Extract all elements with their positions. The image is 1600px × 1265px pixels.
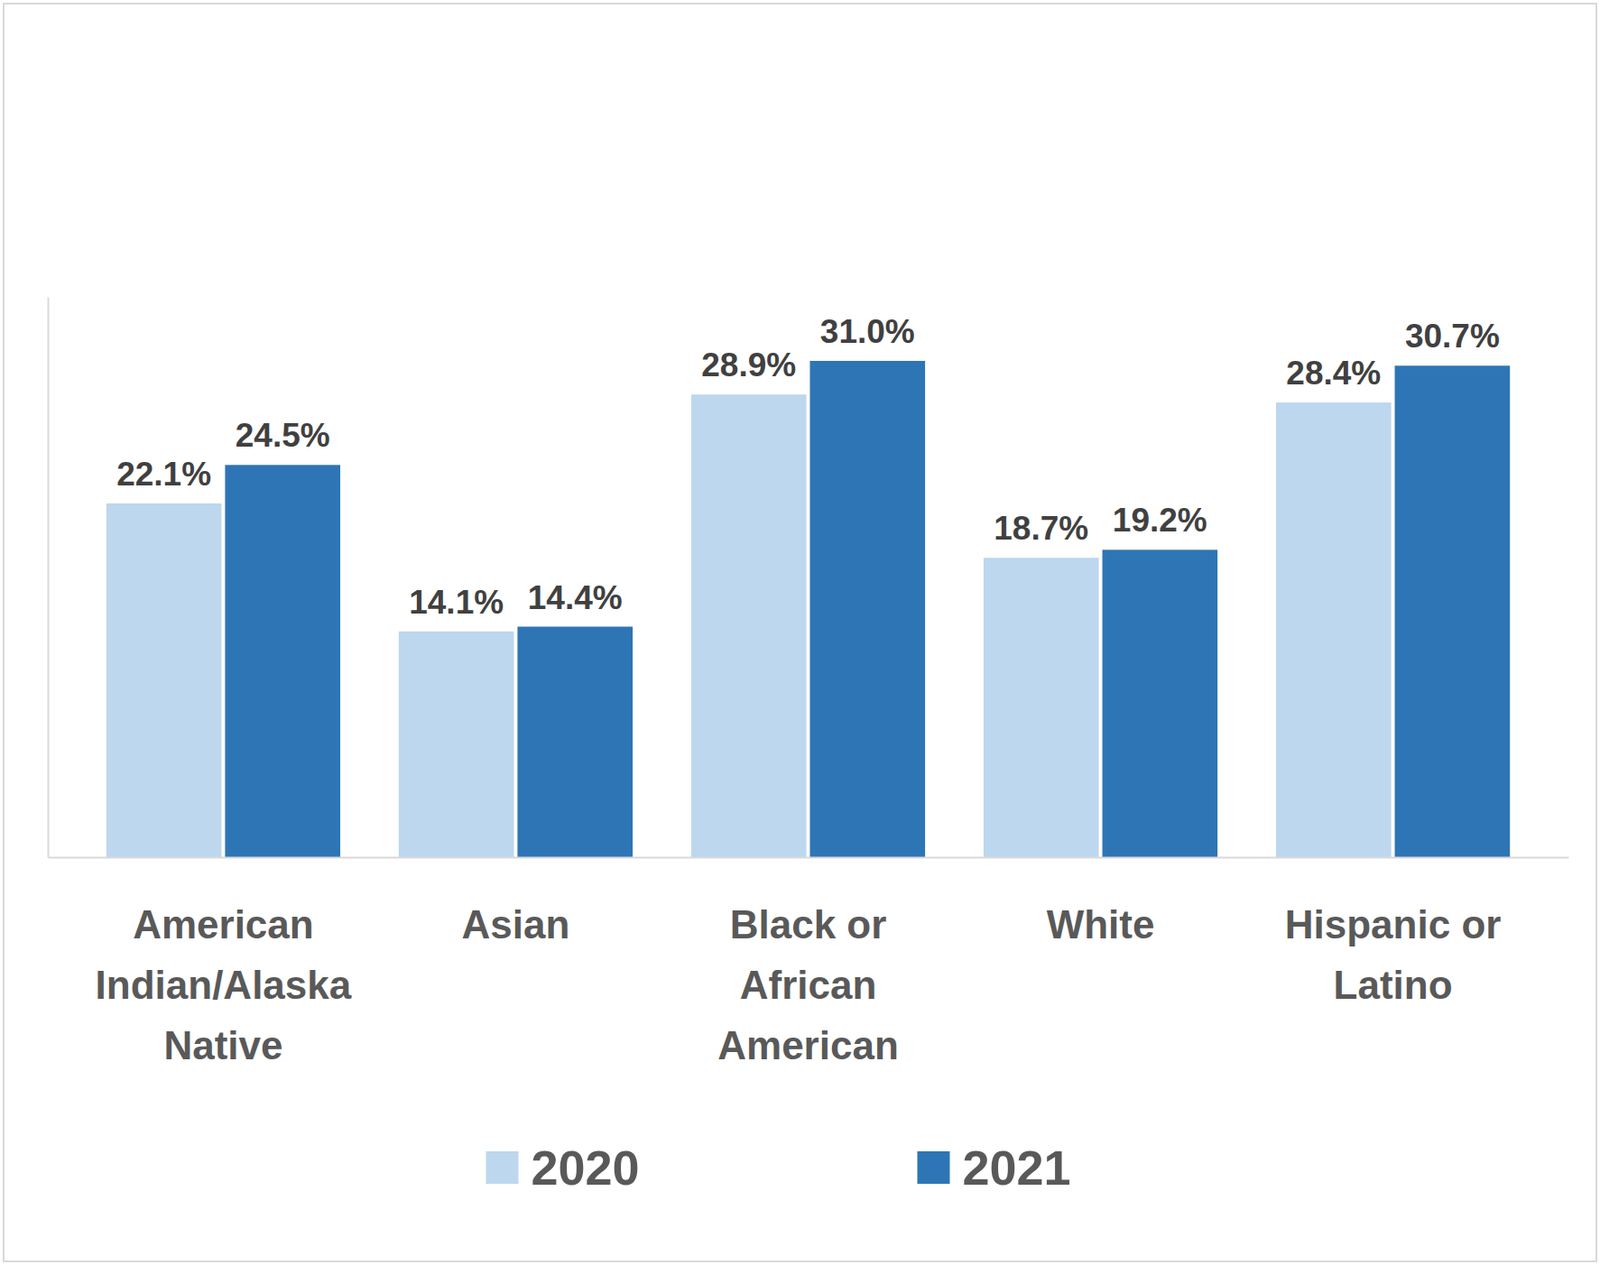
bar: [517, 627, 633, 858]
data-label: 14.1%: [408, 583, 504, 621]
x-tick-label-line: Indian/Alaska: [95, 962, 352, 1008]
x-tick: Asian: [462, 857, 571, 947]
x-tick-label-line: Latino: [1333, 962, 1453, 1008]
legend-label: 2021: [962, 1140, 1072, 1195]
bar: [983, 557, 1100, 858]
y-axis-line: [47, 297, 50, 859]
x-tick-label-line: African: [739, 962, 878, 1008]
x-tick: Hispanic or Latino: [1285, 857, 1502, 1008]
bar: [1276, 402, 1392, 858]
x-tick-label: Asian: [462, 902, 571, 947]
x-axis-line: [48, 857, 1570, 860]
x-tick-label-line: Hispanic or: [1285, 902, 1502, 947]
y-axis: [47, 297, 49, 859]
x-tick-label-line: White: [1046, 902, 1156, 947]
x-tick: American Indian/Alaska Native: [95, 857, 352, 1068]
data-label: 24.5%: [235, 416, 331, 454]
legend-item: 2021: [917, 1140, 1072, 1195]
legend-swatch: [917, 1151, 951, 1184]
x-tick-label-line: Asian: [462, 902, 571, 947]
data-label: 31.0%: [820, 313, 916, 351]
data-label: 14.4%: [527, 579, 623, 617]
data-label: 28.9%: [701, 346, 796, 384]
frame: [3, 3, 1597, 1262]
x-tick-label: American Indian/Alaska Native: [95, 902, 352, 1068]
bar: [398, 631, 515, 858]
x-tick: White: [1046, 857, 1156, 947]
legend-item: 2020: [486, 1140, 640, 1195]
x-tick-label-line: American: [132, 902, 315, 947]
bar: [809, 360, 925, 858]
x-axis: American Indian/Alaska Native Asian Black or…: [48, 857, 1570, 1068]
chart: American Indian/Alaska Native Asian Black or…: [0, 0, 1600, 1265]
data-labels: 22.1% 14.1% 28.9% 18.7% 28.4% 24.5% 14.4% 31.0%…: [116, 313, 1500, 621]
bar: [224, 464, 341, 858]
bar: [691, 394, 807, 858]
bar: [106, 503, 222, 858]
bar: [1102, 549, 1219, 858]
x-tick: Black or African American: [717, 857, 899, 1068]
legend: 2020 2021: [486, 1140, 1072, 1195]
bar: [1395, 365, 1511, 858]
x-tick-label: White: [1046, 902, 1156, 947]
x-tick-label-line: Native: [163, 1023, 283, 1068]
data-label: 28.4%: [1285, 354, 1381, 392]
data-label: 22.1%: [116, 455, 212, 493]
legend-swatch: [486, 1151, 519, 1184]
data-label: 18.7%: [993, 509, 1089, 547]
x-tick-label: Hispanic or Latino: [1285, 902, 1502, 1008]
legend-label: 2020: [531, 1140, 640, 1195]
bars: [106, 360, 1510, 858]
x-tick-label: Black or African American: [717, 902, 899, 1068]
x-tick-label-line: Black or: [730, 902, 888, 947]
data-label: 19.2%: [1112, 501, 1208, 539]
data-label: 30.7%: [1405, 317, 1500, 355]
x-tick-label-line: American: [717, 1023, 899, 1068]
